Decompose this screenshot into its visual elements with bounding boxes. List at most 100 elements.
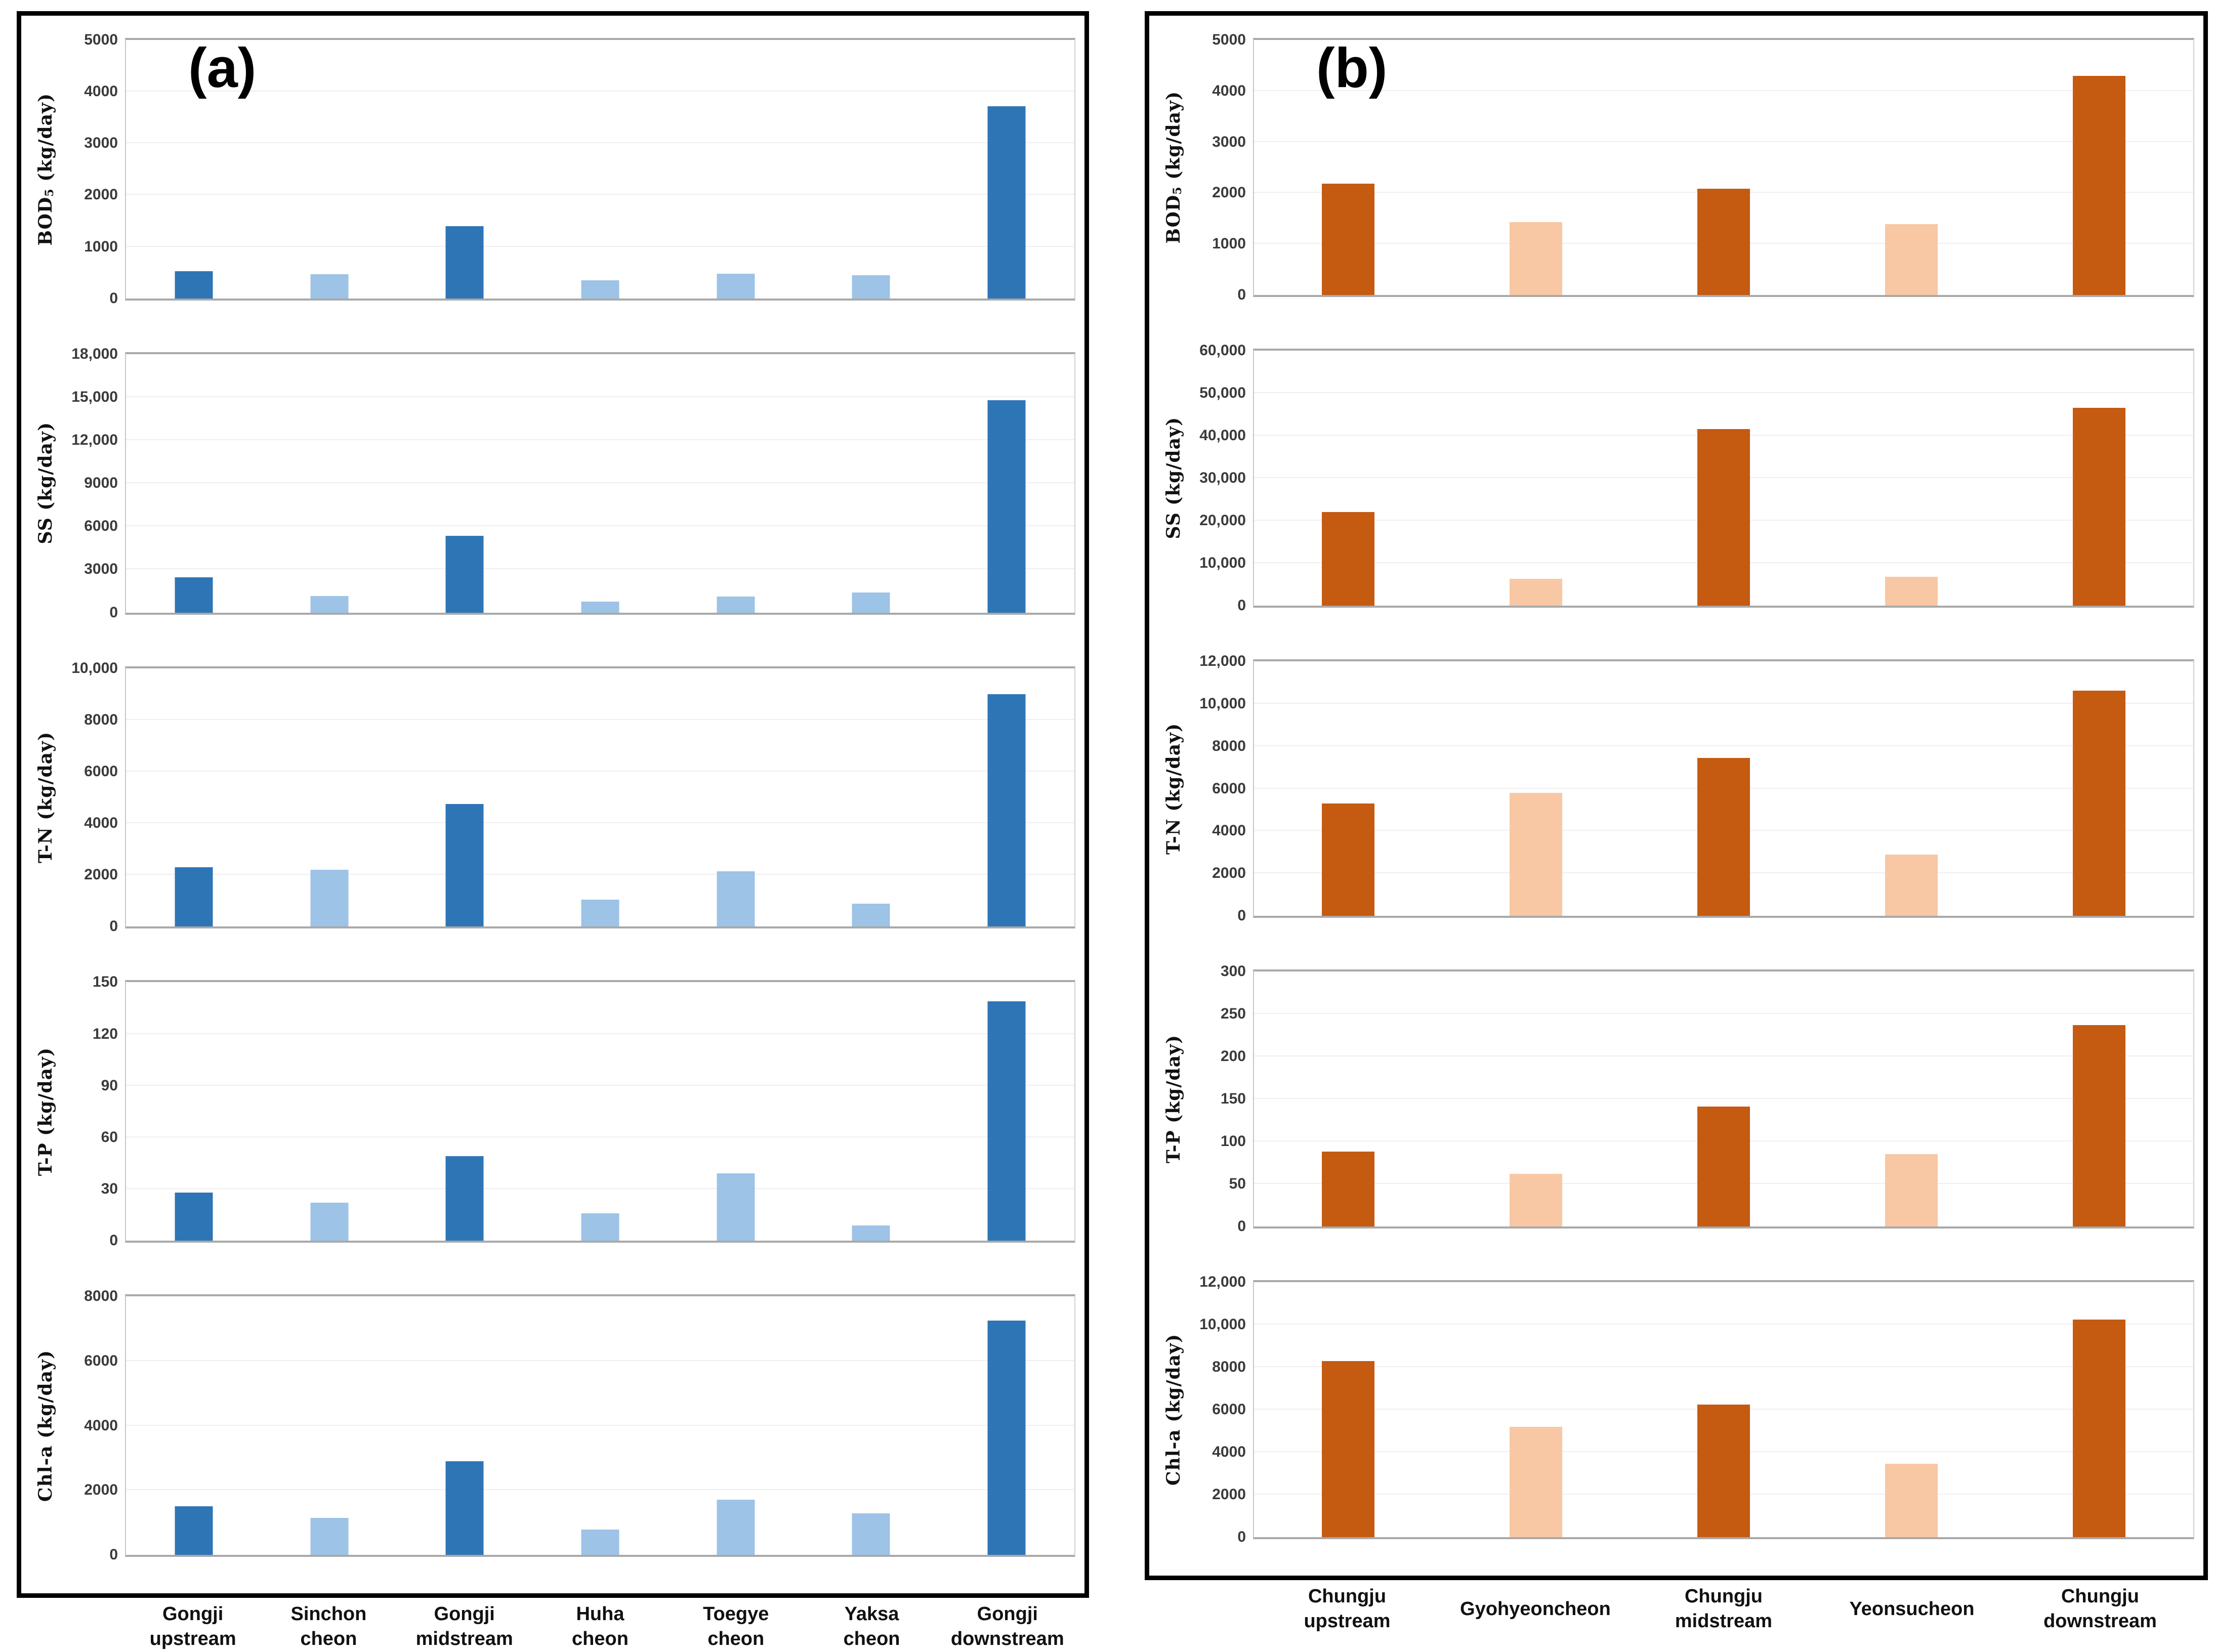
- bar: [717, 273, 755, 299]
- y-tick-label: 90: [101, 1077, 118, 1094]
- bar: [987, 400, 1026, 613]
- y-tick-label: 200: [1220, 1048, 1246, 1065]
- y-tick-label: 40,000: [1199, 427, 1246, 444]
- y-tick-label: 4000: [84, 815, 118, 832]
- gridline: [1254, 90, 2193, 91]
- bar: [175, 271, 213, 299]
- gridline: [126, 568, 1074, 570]
- gridline: [1254, 1098, 2193, 1099]
- y-tick-label: 4000: [1212, 82, 1246, 99]
- gridline: [126, 142, 1074, 144]
- y-tick-label: 0: [1237, 1528, 1246, 1545]
- bar: [310, 274, 349, 299]
- y-tick-label: 18,000: [71, 345, 118, 362]
- bar: [717, 597, 755, 613]
- bar: [2073, 691, 2126, 916]
- gridline: [1254, 141, 2193, 142]
- bar: [1697, 1404, 1750, 1537]
- gridline: [126, 1360, 1074, 1361]
- y-tick-label: 0: [109, 1546, 118, 1563]
- y-axis-title: Chl-a (kg/day): [1163, 1334, 1184, 1486]
- y-tick-label: 12,000: [1199, 652, 1246, 669]
- bar: [987, 1321, 1026, 1555]
- bar: [581, 280, 619, 299]
- y-tick-label: 1000: [1212, 235, 1246, 252]
- gridline: [1254, 1366, 2193, 1368]
- gridline: [126, 1033, 1074, 1034]
- y-tick-label: 0: [109, 604, 118, 621]
- bar: [987, 694, 1026, 927]
- x-category-label: Gyohyeoncheon: [1460, 1598, 1611, 1620]
- gridline: [126, 1188, 1074, 1190]
- y-axis-title-wrap: T-N (kg/day): [1149, 659, 1198, 918]
- y-tick-label: 10,000: [71, 659, 118, 676]
- y-tick-label: 100: [1220, 1133, 1246, 1150]
- panel-b-box: BOD5 (kg/day) 0 1000 2000 3000 4000 50 0 0 SS (kg…: [1145, 11, 2208, 1580]
- y-axis-title-subscript: 5: [1171, 186, 1185, 195]
- y-tick-label: 2000: [84, 866, 118, 883]
- y-tick-label: 50: [1229, 1175, 1246, 1193]
- y-tick-label: 2000: [1212, 865, 1246, 882]
- y-axis-title-wrap: Chl-a (kg/day): [1149, 1280, 1198, 1539]
- y-axis-title-wrap: BOD5 (kg/day): [1149, 38, 1198, 297]
- bar: [445, 1156, 484, 1241]
- bar: [2073, 1025, 2126, 1227]
- y-tick-label: 0: [109, 1232, 118, 1249]
- plot-area: 0 3000 6000 9000 12,000 15,000 18,000: [71, 346, 1075, 620]
- y-tick-label: 8000: [84, 1288, 118, 1305]
- gridline: [1254, 392, 2193, 393]
- gridline: [126, 439, 1074, 441]
- y-axis-title: T-N (kg/day): [35, 732, 56, 863]
- bar: [1509, 1174, 1562, 1227]
- gridline: [1254, 745, 2193, 746]
- y-tick-label: 0: [1237, 286, 1246, 303]
- bar: [1509, 222, 1562, 295]
- chart-b-tp: T-P (kg/day) 0 50 100 150 200 250 300: [1149, 954, 2203, 1265]
- plot-area: 0 30 60 90 120 150: [93, 975, 1075, 1248]
- gridline: [126, 525, 1074, 527]
- bar: [175, 577, 213, 613]
- bar: [1509, 792, 1562, 916]
- gridline: [126, 482, 1074, 484]
- chart-a-tp: T-P (kg/day) 0 30 60 90 120 150: [21, 965, 1084, 1279]
- bar: [581, 899, 619, 927]
- bar: [852, 275, 890, 299]
- x-category-label: Chungju upstream: [1304, 1586, 1391, 1632]
- y-axis-title: SS (kg/day): [35, 422, 56, 544]
- chart-b-bod5: BOD5 (kg/day) 0 1000 2000 3000 4000 5000: [1149, 23, 2203, 333]
- y-tick-label: 0: [1237, 907, 1246, 924]
- bar: [852, 904, 890, 927]
- gridline: [126, 1136, 1074, 1137]
- bar: [445, 1461, 484, 1555]
- plot-area: 0 2000 4000 6000 8000: [84, 1289, 1075, 1562]
- x-category-label: Huha cheon: [572, 1603, 629, 1650]
- bar: [1885, 1154, 1938, 1227]
- y-tick-label: 2000: [84, 1481, 118, 1499]
- x-category-label: Chungju midstream: [1675, 1586, 1773, 1632]
- y-tick-label: 20,000: [1199, 512, 1246, 529]
- y-tick-label: 6000: [84, 518, 118, 535]
- y-axis-title-wrap: SS (kg/day): [21, 352, 70, 615]
- y-axis-title: SS (kg/day): [1163, 416, 1184, 539]
- bar: [310, 596, 349, 613]
- y-tick-label: 3000: [1212, 133, 1246, 150]
- y-tick-label: 6000: [84, 763, 118, 780]
- bar: [581, 1213, 619, 1241]
- bar: [1697, 1107, 1750, 1227]
- chart-b-ss: SS (kg/day) 0 10,000 20,000 30,000 40,000 50,0…: [1149, 333, 2203, 644]
- y-tick-label: 250: [1220, 1005, 1246, 1023]
- y-tick-label: 1000: [84, 238, 118, 255]
- panel-a-xlabels: Gongji upstream Sinchon cheon Gongji midst…: [125, 1602, 1075, 1652]
- y-tick-label: 8000: [1212, 737, 1246, 754]
- bar: [1885, 576, 1938, 606]
- y-tick-label: 4000: [84, 83, 118, 100]
- bar: [581, 602, 619, 613]
- x-category-label: Yaksa cheon: [843, 1603, 900, 1650]
- y-tick-label: 2000: [1212, 1486, 1246, 1503]
- y-tick-label: 10,000: [1199, 1316, 1246, 1333]
- x-category-label: Sinchon cheon: [290, 1603, 367, 1650]
- bar: [1321, 1361, 1374, 1537]
- y-tick-label: 120: [92, 1025, 118, 1042]
- y-tick-label: 2000: [1212, 184, 1246, 201]
- y-axis-title-wrap: BOD5 (kg/day): [21, 38, 70, 301]
